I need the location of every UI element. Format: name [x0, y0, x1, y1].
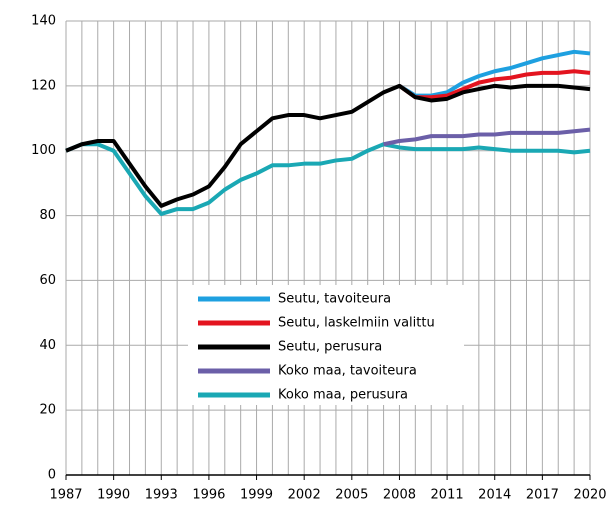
- series-line: [65, 83, 591, 208]
- x-tick-label: 2014: [478, 488, 511, 503]
- y-tick-label: 60: [39, 273, 56, 288]
- legend-label: Seutu, perusura: [278, 340, 382, 355]
- x-tick-label: 1993: [145, 488, 178, 503]
- y-tick-label: 0: [48, 468, 56, 483]
- legend-label: Koko maa, perusura: [278, 388, 408, 403]
- series-line: [383, 127, 591, 147]
- y-tick-label: 120: [31, 78, 56, 93]
- y-tick-label: 40: [39, 338, 56, 353]
- x-tick-label: 1999: [240, 488, 273, 503]
- legend-label: Seutu, tavoiteura: [278, 292, 391, 307]
- x-tick-label: 2017: [526, 488, 559, 503]
- y-tick-label: 100: [31, 143, 56, 158]
- x-tick-label: 2008: [383, 488, 416, 503]
- series-line: [65, 142, 591, 216]
- x-tick-label: 2002: [288, 488, 321, 503]
- legend-label: Koko maa, tavoiteura: [278, 364, 417, 379]
- x-tick-label: 2020: [573, 488, 606, 503]
- y-tick-label: 140: [31, 14, 56, 29]
- legend-label: Seutu, laskelmiin valittu: [278, 316, 435, 331]
- x-tick-label: 1996: [192, 488, 225, 503]
- x-tick-label: 1987: [49, 488, 82, 503]
- x-tick-label: 2005: [335, 488, 368, 503]
- series-line: [398, 69, 591, 100]
- x-tick-label: 1990: [97, 488, 130, 503]
- y-tick-label: 80: [39, 208, 56, 223]
- x-tick-label: 2011: [431, 488, 464, 503]
- y-tick-label: 20: [39, 403, 56, 418]
